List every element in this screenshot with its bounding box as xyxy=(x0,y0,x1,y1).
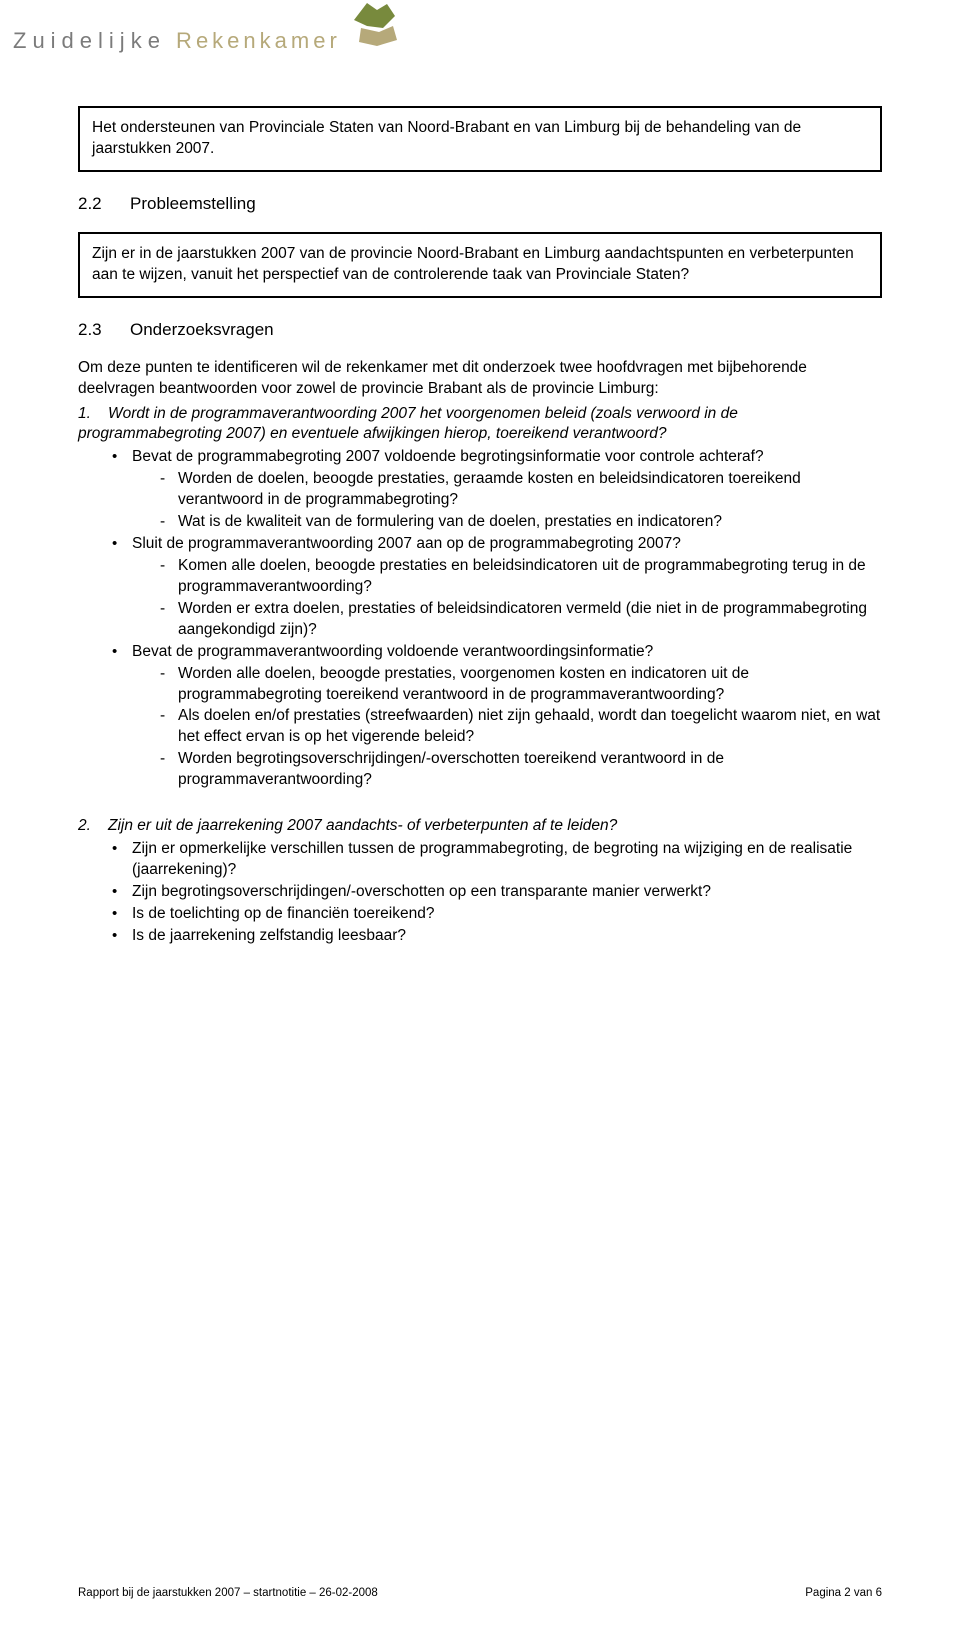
question-2-number: 2. xyxy=(78,816,108,837)
question-2: 2.Zijn er uit de jaarrekening 2007 aanda… xyxy=(78,816,882,837)
question-2-text: Zijn er uit de jaarrekening 2007 aandach… xyxy=(108,817,617,834)
logo-word-2: Rekenkamer xyxy=(166,28,341,53)
list-item: Bevat de programmabegroting 2007 voldoen… xyxy=(108,447,882,533)
intro-paragraph: Om deze punten te identificeren wil de r… xyxy=(78,358,882,400)
support-statement-box: Het ondersteunen van Provinciale Staten … xyxy=(78,106,882,172)
list-item: Is de toelichting op de financiën toerei… xyxy=(108,904,882,925)
bullet-text: Sluit de programmaverantwoording 2007 aa… xyxy=(132,535,681,552)
list-item: Worden alle doelen, beoogde prestaties, … xyxy=(154,664,882,706)
dash-list: Worden alle doelen, beoogde prestaties, … xyxy=(154,664,882,792)
question-1: 1.Wordt in de programmaverantwoording 20… xyxy=(78,404,882,446)
footer-left: Rapport bij de jaarstukken 2007 – startn… xyxy=(78,1587,378,1599)
list-item: Komen alle doelen, beoogde prestaties en… xyxy=(154,556,882,598)
list-item: Zijn er opmerkelijke verschillen tussen … xyxy=(108,839,882,881)
logo-text: Zuidelijke Rekenkamer xyxy=(13,28,341,54)
list-item: Bevat de programmaverantwoording voldoen… xyxy=(108,642,882,791)
list-item: Wat is de kwaliteit van de formulering v… xyxy=(154,512,882,533)
heading-2-3: 2.3Onderzoeksvragen xyxy=(78,320,882,340)
page: Zuidelijke Rekenkamer Het ondersteunen v… xyxy=(0,0,960,1625)
dash-list: Worden de doelen, beoogde prestaties, ge… xyxy=(154,469,882,533)
list-item: Als doelen en/of prestaties (streefwaard… xyxy=(154,706,882,748)
bullet-text: Bevat de programmabegroting 2007 voldoen… xyxy=(132,448,764,465)
list-item: Worden de doelen, beoogde prestaties, ge… xyxy=(154,469,882,511)
dash-list: Komen alle doelen, beoogde prestaties en… xyxy=(154,556,882,641)
bullet-text: Bevat de programmaverantwoording voldoen… xyxy=(132,643,653,660)
footer-right: Pagina 2 van 6 xyxy=(805,1587,882,1599)
logo: Zuidelijke Rekenkamer xyxy=(13,16,882,66)
question-1-bullets: Bevat de programmabegroting 2007 voldoen… xyxy=(108,447,882,791)
heading-2-2: 2.2Probleemstelling xyxy=(78,194,882,214)
heading-number: 2.3 xyxy=(78,320,130,340)
list-item: Is de jaarrekening zelfstandig leesbaar? xyxy=(108,926,882,947)
question-1-number: 1. xyxy=(78,404,108,425)
heading-title: Onderzoeksvragen xyxy=(130,320,274,339)
question-2-bullets: Zijn er opmerkelijke verschillen tussen … xyxy=(108,839,882,947)
list-item: Zijn begrotingsoverschrijdingen/-oversch… xyxy=(108,882,882,903)
logo-mark-icon xyxy=(349,0,404,48)
list-item: Worden begrotingsoverschrijdingen/-overs… xyxy=(154,749,882,791)
heading-number: 2.2 xyxy=(78,194,130,214)
list-item: Sluit de programmaverantwoording 2007 aa… xyxy=(108,534,882,641)
question-1-text: Wordt in de programmaverantwoording 2007… xyxy=(78,405,738,443)
list-item: Worden er extra doelen, prestaties of be… xyxy=(154,599,882,641)
spacer xyxy=(78,792,882,814)
logo-word-1: Zuidelijke xyxy=(13,28,166,53)
problem-statement-box: Zijn er in de jaarstukken 2007 van de pr… xyxy=(78,232,882,298)
page-footer: Rapport bij de jaarstukken 2007 – startn… xyxy=(78,1587,882,1599)
heading-title: Probleemstelling xyxy=(130,194,256,213)
